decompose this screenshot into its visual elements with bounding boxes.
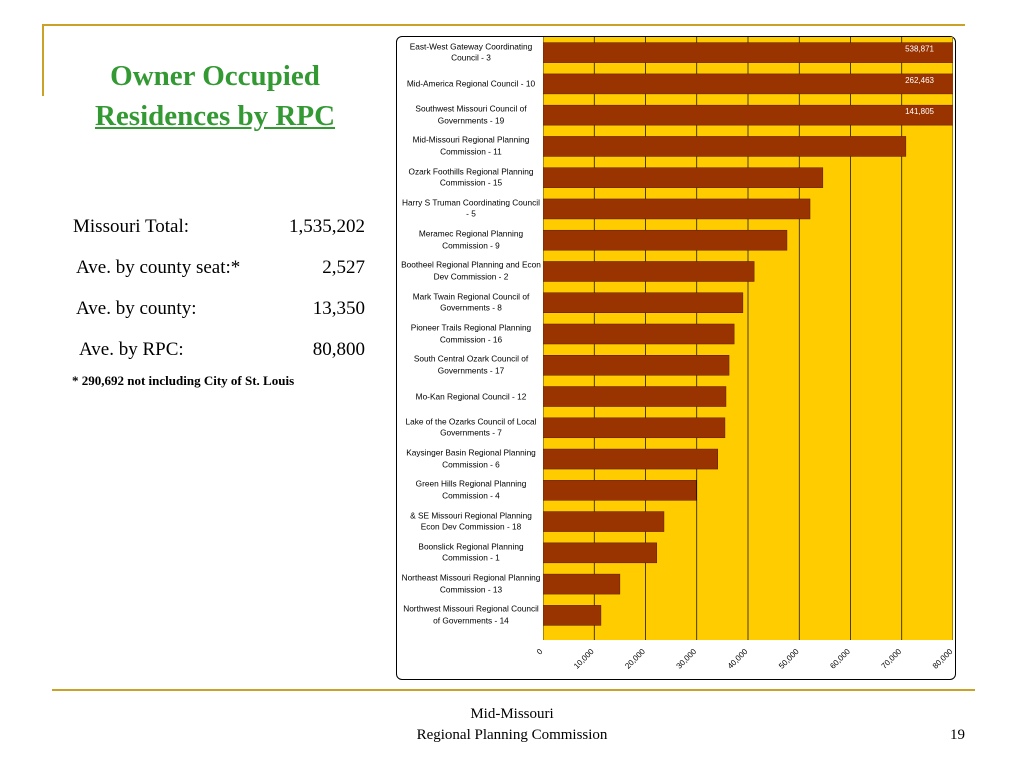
bar	[543, 605, 602, 626]
chart-frame	[396, 36, 956, 680]
x-tick-label: 50,000	[777, 647, 801, 671]
category-label: & SE Missouri Regional Planning Econ Dev…	[410, 510, 532, 532]
bar	[543, 417, 726, 439]
footnote: * 290,692 not including City of St. Loui…	[72, 373, 295, 388]
category-label: Mid-America Regional Council - 10	[406, 78, 536, 89]
category-label: East-West Gateway Coordinating Council -…	[409, 41, 533, 63]
bar	[543, 511, 665, 532]
bar	[543, 480, 697, 501]
bar	[543, 198, 811, 220]
category-label: Mo-Kan Regional Council - 12	[415, 390, 527, 401]
footer-org: Mid-Missouri	[470, 706, 554, 722]
bar	[543, 261, 755, 282]
x-tick-label: 20,000	[623, 647, 647, 671]
x-tick-label: 40,000	[726, 647, 750, 671]
bar	[543, 104, 953, 126]
category-label: Northeast Missouri Regional Planning Com…	[401, 572, 541, 595]
category-label: Northwest Missouri Regional Council of G…	[403, 603, 539, 626]
slide-title: Owner Occupied	[110, 60, 320, 92]
x-tick-label: 70,000	[879, 647, 903, 671]
category-label: Pioneer Trails Regional Planning Commiss…	[410, 322, 532, 345]
stat-label: Ave. by county seat:*	[76, 257, 241, 278]
accent-line	[42, 24, 44, 96]
stat-label: Missouri Total:	[73, 216, 190, 237]
stat-label: Ave. by RPC:	[79, 339, 184, 360]
accent-line	[52, 689, 975, 691]
category-label: Southwest Missouri Council of Government…	[415, 103, 527, 126]
stat-value: 13,350	[312, 298, 365, 319]
category-label: Bootheel Regional Planning and Econ Dev …	[401, 259, 541, 282]
category-label: Green Hills Regional Planning Commission…	[415, 478, 527, 501]
category-label: Kaysinger Basin Regional Planning Commis…	[406, 447, 536, 470]
x-tick-label: 30,000	[674, 647, 698, 671]
bar	[543, 167, 824, 188]
bar	[543, 229, 788, 251]
value-label: 141,805	[905, 107, 934, 116]
page-number: 19	[950, 727, 965, 743]
category-label: Mark Twain Regional Council of Governmen…	[412, 291, 530, 313]
value-label: 262,463	[905, 76, 934, 85]
bar	[543, 73, 953, 95]
bar	[543, 292, 744, 313]
category-label: Mid-Missouri Regional Planning Commissio…	[412, 134, 530, 157]
bar	[543, 355, 730, 376]
value-label: 538,871	[905, 45, 934, 54]
stat-value: 1,535,202	[289, 216, 365, 237]
x-tick-label: 80,000	[931, 647, 955, 671]
category-label: Ozark Foothills Regional Planning Commis…	[408, 166, 534, 188]
bar	[543, 323, 735, 345]
stat-value: 80,800	[312, 339, 365, 360]
stat-label: Ave. by county:	[76, 298, 197, 319]
category-label: Lake of the Ozarks Council of Local Gove…	[405, 416, 537, 438]
bar	[543, 386, 727, 407]
category-label: Harry S Truman Coordinating Council - 5	[402, 197, 540, 219]
bar	[543, 448, 719, 470]
bar	[543, 136, 907, 157]
stat-value: 2,527	[322, 257, 365, 278]
category-label: South Central Ozark Council of Governmen…	[413, 353, 529, 376]
category-label: Boonslick Regional Planning Commission -…	[418, 541, 524, 563]
bar	[543, 573, 621, 595]
x-tick-label: 60,000	[828, 647, 852, 671]
bar	[543, 42, 953, 63]
x-tick-label: 0	[535, 647, 545, 657]
bar	[543, 542, 658, 564]
category-label: Meramec Regional Planning Commission - 9	[418, 228, 524, 251]
accent-line	[42, 24, 965, 26]
slide-title: Residences by RPC	[94, 100, 336, 132]
footer-org: Regional Planning Commission	[416, 727, 608, 743]
x-tick-label: 10,000	[572, 647, 596, 671]
